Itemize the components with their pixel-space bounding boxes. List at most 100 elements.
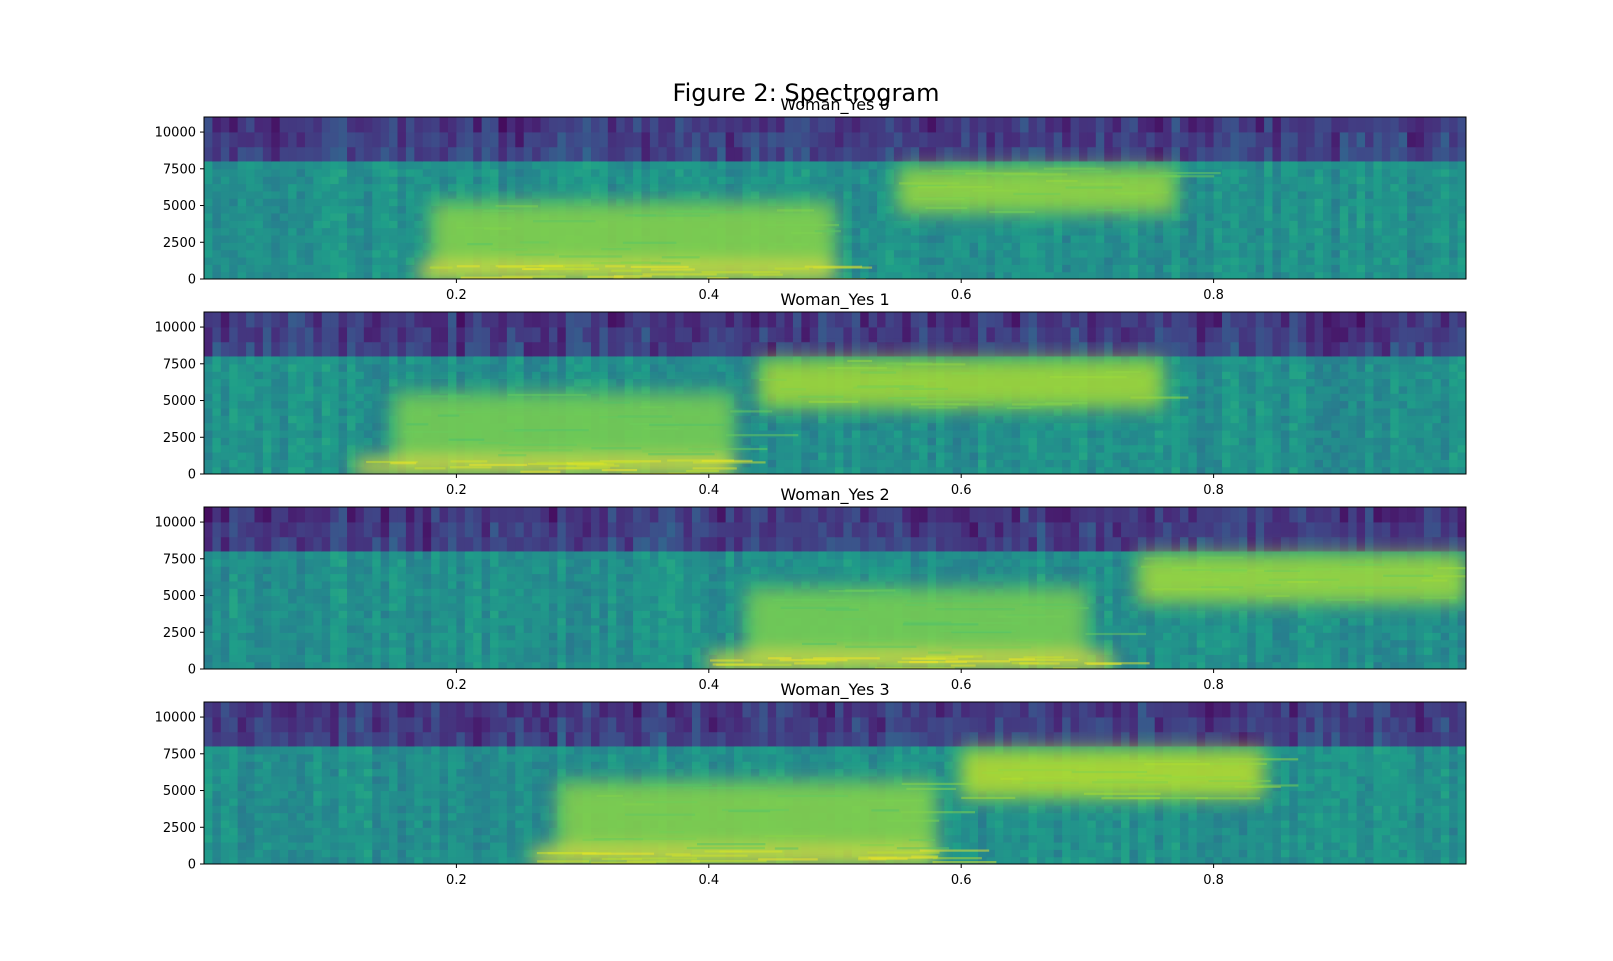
spectrogram-cell — [582, 341, 592, 358]
spectrogram-cell — [498, 198, 508, 207]
spectrogram-cell — [1339, 161, 1349, 170]
spectrogram-cell — [422, 220, 432, 229]
spectrogram-cell — [1264, 183, 1274, 192]
spectrogram-cell — [271, 176, 281, 185]
spectrogram-cell — [321, 326, 331, 343]
spectrogram-cell — [599, 146, 609, 163]
spectrogram-cell — [717, 131, 727, 148]
spectrogram-cell — [262, 168, 272, 177]
spectrogram-cell — [262, 437, 272, 446]
spectrogram-cell — [523, 146, 533, 163]
spectrogram-cell — [961, 312, 971, 328]
spectrogram-cell — [717, 190, 727, 199]
spectrogram-cell — [818, 407, 828, 416]
spectrogram-cell — [229, 220, 239, 229]
spectrogram-cell — [801, 422, 811, 431]
spectrogram-cell — [271, 385, 281, 394]
spectrogram-cell — [237, 459, 247, 468]
spectrogram-cell — [843, 312, 853, 328]
spectrogram-cell — [237, 326, 247, 343]
spectrogram-cell — [1381, 190, 1391, 199]
spectrogram-cell — [464, 371, 474, 380]
spectrogram-cell — [691, 198, 701, 207]
spectrogram-cell — [262, 176, 272, 185]
spectrogram-cell — [1432, 117, 1442, 133]
spectrogram-cell — [616, 131, 626, 148]
spectrogram-cell — [675, 117, 685, 133]
spectrogram-cell — [1196, 256, 1206, 265]
spectrogram-cell — [835, 161, 845, 170]
spectrogram-cell — [490, 326, 500, 343]
spectrogram-cell — [1331, 183, 1341, 192]
spectrogram-cell — [254, 356, 264, 365]
spectrogram-cell — [1011, 212, 1021, 221]
spectrogram-cell — [1137, 117, 1147, 133]
spectrogram-cell — [246, 168, 256, 177]
spectrogram-cell — [548, 356, 558, 365]
spectrogram-cell — [666, 363, 676, 372]
spectrogram-cell — [330, 183, 340, 192]
spectrogram-cell — [405, 146, 415, 163]
spectrogram-cell — [1196, 198, 1206, 207]
spectrogram-cell — [1381, 198, 1391, 207]
spectrogram-cell — [288, 393, 298, 402]
spectrogram-cell — [254, 271, 264, 279]
spectrogram-cell — [1028, 131, 1038, 148]
spectrogram-cell — [565, 146, 575, 163]
spectrogram-cell — [725, 198, 735, 207]
spectrogram-cell — [1070, 429, 1080, 438]
spectrogram-cell — [994, 341, 1004, 358]
spectrogram-cell — [288, 312, 298, 328]
spectrogram-cell — [1457, 212, 1466, 221]
spectrogram-cell — [1095, 466, 1105, 474]
spectrogram-cell — [1348, 146, 1358, 163]
spectrogram-cell — [616, 190, 626, 199]
spectrogram-cell — [237, 249, 247, 258]
spectrogram-cell — [1011, 437, 1021, 446]
spectrogram-cell — [1238, 256, 1248, 265]
spectrogram-cell — [439, 168, 449, 177]
spectrogram-cell — [279, 249, 289, 258]
spectrogram-cell — [767, 415, 777, 424]
spectrogram-cell — [397, 242, 407, 251]
spectrogram-cell — [1314, 176, 1324, 185]
spectrogram-cell — [700, 326, 710, 343]
spectrogram-cell — [363, 264, 373, 273]
spectrogram-cell — [313, 212, 323, 221]
spectrogram-cell — [1045, 451, 1055, 460]
spectrogram-cell — [944, 312, 954, 328]
spectrogram-cell — [1062, 161, 1072, 170]
spectrogram-cell — [750, 415, 760, 424]
spectrogram-cell — [1398, 264, 1408, 273]
spectrogram-cell — [422, 198, 432, 207]
spectrogram-cell — [759, 312, 769, 328]
spectrogram-cell — [641, 341, 651, 358]
spectrogram-cell — [304, 271, 314, 279]
spectrogram-cell — [1415, 249, 1425, 258]
spectrogram-cell — [1373, 198, 1383, 207]
spectrogram-cell — [649, 146, 659, 163]
spectrogram-cell — [1264, 161, 1274, 170]
spectrogram-cell — [1322, 190, 1332, 199]
spectrogram-cell — [599, 326, 609, 343]
spectrogram-cell — [296, 117, 306, 133]
spectrogram-cell — [1423, 271, 1433, 279]
spectrogram-cell — [464, 312, 474, 328]
spectrogram-cell — [675, 176, 685, 185]
spectrogram-cell — [1230, 205, 1240, 214]
spectrogram-cell — [969, 429, 979, 438]
spectrogram-cell — [851, 326, 861, 343]
spectrogram-cell — [1348, 198, 1358, 207]
spectrogram-cell — [809, 341, 819, 358]
spectrogram-cell — [1415, 227, 1425, 236]
spectrogram-cell — [1238, 249, 1248, 258]
spectrogram-cell — [708, 176, 718, 185]
spectrogram-cell — [1053, 256, 1063, 265]
spectrogram-cell — [506, 146, 516, 163]
spectrogram-cell — [330, 234, 340, 243]
spectrogram-cell — [338, 176, 348, 185]
spectrogram-cell — [506, 190, 516, 199]
spectrogram-cell — [893, 415, 903, 424]
spectrogram-cell — [330, 168, 340, 177]
spectrogram-cell — [826, 168, 836, 177]
